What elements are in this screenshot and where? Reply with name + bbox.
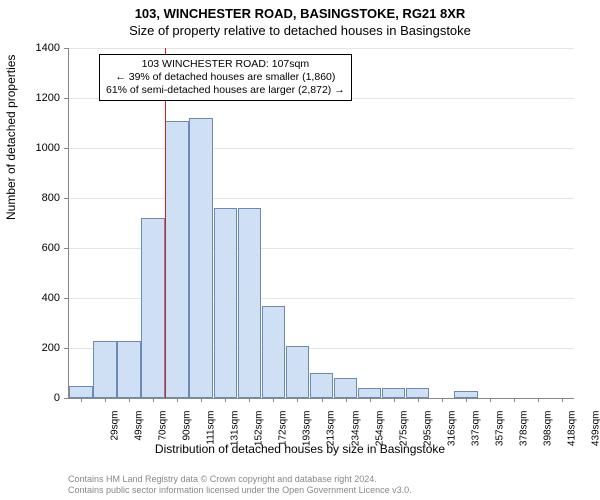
x-tick-mark [394, 398, 395, 402]
x-tick-mark [177, 398, 178, 402]
x-tick-label: 295sqm [422, 411, 433, 451]
x-tick-mark [346, 398, 347, 402]
histogram-bar [141, 218, 165, 398]
x-tick-mark [249, 398, 250, 402]
histogram-bar [117, 341, 141, 399]
x-tick-label: 131sqm [230, 411, 241, 451]
histogram-bar [165, 121, 189, 399]
page-subtitle: Size of property relative to detached ho… [0, 21, 600, 38]
x-tick-label: 275sqm [398, 411, 409, 451]
histogram-bar [334, 378, 358, 398]
x-tick-mark [538, 398, 539, 402]
x-tick-label: 172sqm [278, 411, 289, 451]
histogram-bar [382, 388, 406, 398]
x-tick-mark [225, 398, 226, 402]
histogram-bar [358, 388, 382, 398]
x-tick-label: 111sqm [206, 411, 217, 451]
x-axis-label: Distribution of detached houses by size … [0, 442, 600, 456]
y-tick-label: 1400 [10, 42, 60, 54]
x-tick-mark [442, 398, 443, 402]
x-tick-label: 49sqm [134, 411, 145, 451]
x-tick-label: 316sqm [446, 411, 457, 451]
page-title: 103, WINCHESTER ROAD, BASINGSTOKE, RG21 … [0, 0, 600, 21]
y-tick-label: 0 [10, 392, 60, 404]
gridline [69, 48, 574, 49]
x-tick-label: 193sqm [302, 411, 313, 451]
y-tick-label: 200 [10, 342, 60, 354]
x-tick-mark [129, 398, 130, 402]
histogram-bar [454, 391, 478, 399]
y-tick-label: 800 [10, 192, 60, 204]
x-tick-mark [370, 398, 371, 402]
x-tick-mark [297, 398, 298, 402]
x-tick-mark [466, 398, 467, 402]
x-tick-mark [322, 398, 323, 402]
footer-line-1: Contains HM Land Registry data © Crown c… [68, 474, 412, 485]
x-tick-label: 398sqm [542, 411, 553, 451]
plot-area: 103 WINCHESTER ROAD: 107sqm← 39% of deta… [68, 48, 574, 399]
histogram-bar [93, 341, 117, 399]
histogram-bar [189, 118, 213, 398]
y-tick-mark [64, 198, 68, 199]
gridline [69, 198, 574, 199]
footer: Contains HM Land Registry data © Crown c… [68, 474, 412, 496]
x-tick-mark [81, 398, 82, 402]
y-tick-label: 400 [10, 292, 60, 304]
x-tick-mark [490, 398, 491, 402]
x-tick-label: 29sqm [110, 411, 121, 451]
y-tick-mark [64, 348, 68, 349]
y-tick-mark [64, 248, 68, 249]
histogram-bar [69, 386, 93, 399]
y-tick-mark [64, 148, 68, 149]
x-tick-label: 254sqm [374, 411, 385, 451]
x-tick-mark [418, 398, 419, 402]
x-tick-label: 378sqm [518, 411, 529, 451]
annotation-line: 103 WINCHESTER ROAD: 107sqm [106, 58, 345, 71]
y-tick-label: 600 [10, 242, 60, 254]
x-tick-label: 337sqm [470, 411, 481, 451]
x-tick-label: 234sqm [350, 411, 361, 451]
footer-line-2: Contains public sector information licen… [68, 485, 412, 496]
x-tick-mark [201, 398, 202, 402]
y-tick-mark [64, 98, 68, 99]
x-tick-mark [105, 398, 106, 402]
x-tick-label: 418sqm [566, 411, 577, 451]
y-tick-label: 1000 [10, 142, 60, 154]
histogram-bar [238, 208, 262, 398]
x-tick-label: 213sqm [326, 411, 337, 451]
annotation-line: 61% of semi-detached houses are larger (… [106, 84, 345, 97]
y-tick-mark [64, 48, 68, 49]
x-tick-mark [153, 398, 154, 402]
x-tick-mark [562, 398, 563, 402]
annotation-box: 103 WINCHESTER ROAD: 107sqm← 39% of deta… [99, 54, 352, 101]
x-tick-label: 70sqm [158, 411, 169, 451]
gridline [69, 148, 574, 149]
x-tick-label: 357sqm [494, 411, 505, 451]
histogram-bar [310, 373, 334, 398]
y-tick-label: 1200 [10, 92, 60, 104]
x-tick-label: 439sqm [590, 411, 600, 451]
x-tick-label: 152sqm [254, 411, 265, 451]
y-tick-mark [64, 398, 68, 399]
histogram-bar [262, 306, 286, 399]
histogram-bar [214, 208, 238, 398]
x-tick-mark [273, 398, 274, 402]
histogram-bar [406, 388, 430, 398]
histogram-bar [286, 346, 310, 399]
annotation-line: ← 39% of detached houses are smaller (1,… [106, 71, 345, 84]
x-tick-label: 90sqm [182, 411, 193, 451]
chart-container: 103, WINCHESTER ROAD, BASINGSTOKE, RG21 … [0, 0, 600, 500]
x-tick-mark [514, 398, 515, 402]
y-tick-mark [64, 298, 68, 299]
